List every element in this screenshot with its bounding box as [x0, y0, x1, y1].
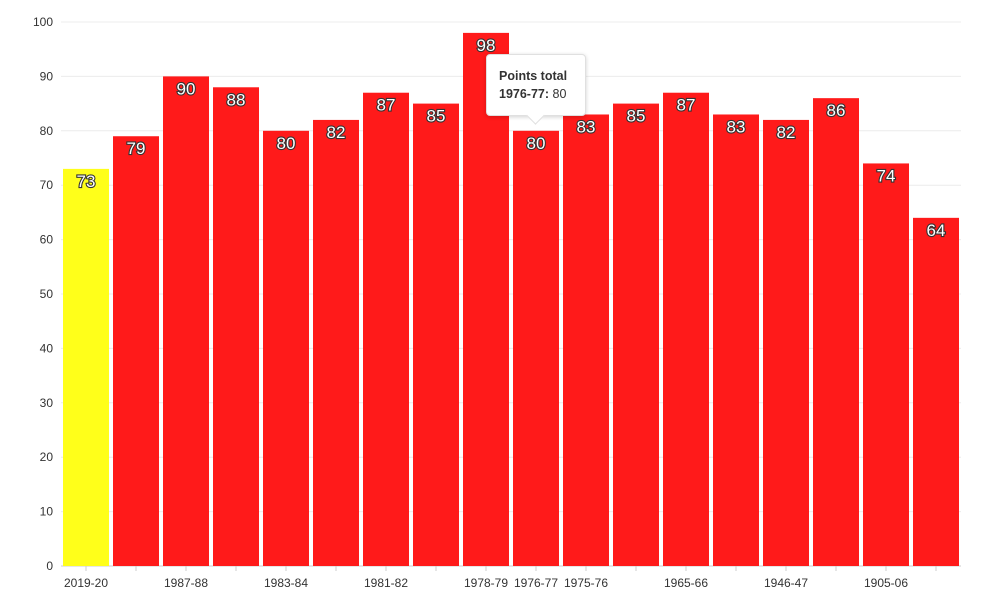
bar[interactable]	[763, 119, 809, 567]
bar-value-label: 80	[527, 134, 546, 153]
bar[interactable]	[513, 130, 559, 567]
bar[interactable]	[413, 103, 459, 566]
x-tick-label: 1978-79	[464, 576, 508, 590]
bars	[63, 32, 959, 567]
x-tick-label: 1983-84	[264, 576, 308, 590]
gridlines	[61, 21, 961, 567]
y-tick-label: 90	[40, 69, 54, 83]
y-tick-label: 50	[40, 287, 54, 301]
bar[interactable]	[163, 76, 209, 567]
y-tick-label: 60	[40, 233, 54, 247]
x-tick-label: 1981-82	[364, 576, 408, 590]
bar-value-label: 74	[877, 166, 896, 185]
bar[interactable]	[563, 114, 609, 566]
y-axis: 0 10 20 30 40 50 60 70 80 90 100	[33, 15, 53, 573]
bar[interactable]	[213, 87, 259, 566]
bar-value-label: 86	[827, 101, 846, 120]
y-tick-label: 40	[40, 341, 54, 355]
bar-value-label: 73	[77, 172, 96, 191]
x-tick-label: 1965-66	[664, 576, 708, 590]
y-tick-label: 100	[33, 15, 53, 29]
bar-value-label: 83	[727, 117, 746, 136]
x-axis: 2019-20 1987-88 1983-84 1981-82 1978-79 1976-…	[64, 566, 937, 590]
bar-value-label: 80	[277, 134, 296, 153]
bar-value-label: 90	[177, 79, 196, 98]
bar-value-label: 85	[427, 107, 446, 126]
bar[interactable]	[363, 92, 409, 566]
x-tick-label: 1975-76	[564, 576, 608, 590]
tooltip-key: 1976-77:	[499, 87, 550, 101]
bar[interactable]	[613, 103, 659, 566]
y-tick-label: 10	[40, 505, 54, 519]
x-tick-label: 1987-88	[164, 576, 208, 590]
bar[interactable]	[913, 217, 959, 566]
bar[interactable]	[463, 32, 509, 566]
y-tick-label: 30	[40, 396, 54, 410]
bar[interactable]	[813, 98, 859, 566]
bar-value-label: 87	[677, 96, 696, 115]
bar[interactable]	[263, 130, 309, 567]
bar-value-label: 82	[777, 123, 796, 142]
tooltip-title: Points total	[499, 69, 568, 83]
x-tick-label: 2019-20	[64, 576, 108, 590]
bar[interactable]	[863, 163, 909, 566]
x-tick-label: 1946-47	[764, 576, 808, 590]
bar-value-label: 87	[377, 96, 396, 115]
bar-value-label: 88	[227, 90, 246, 109]
bar-value-label: 85	[627, 107, 646, 126]
bar[interactable]	[313, 119, 359, 567]
y-tick-label: 0	[46, 559, 53, 573]
x-tick-label: 1905-06	[864, 576, 908, 590]
x-tick-label: 1976-77	[514, 576, 558, 590]
bar[interactable]	[713, 114, 759, 566]
bar-value-label: 98	[477, 36, 496, 55]
bar-value-label: 79	[127, 139, 146, 158]
tooltip: Points total 1976-77: 80	[486, 54, 586, 125]
bar-value-label: 64	[927, 221, 946, 240]
bar[interactable]	[63, 168, 109, 566]
bar[interactable]	[663, 92, 709, 566]
data-labels: 73 79 90 88 80 82 87 85 98 80 83 85 87 83 82 86 74 64	[75, 35, 946, 241]
bar[interactable]	[113, 136, 159, 567]
y-tick-label: 20	[40, 450, 54, 464]
bar-value-label: 83	[577, 117, 596, 136]
y-tick-label: 70	[40, 178, 54, 192]
bar-value-label: 82	[327, 123, 346, 142]
y-tick-label: 80	[40, 124, 54, 138]
tooltip-value: 80	[552, 87, 567, 101]
